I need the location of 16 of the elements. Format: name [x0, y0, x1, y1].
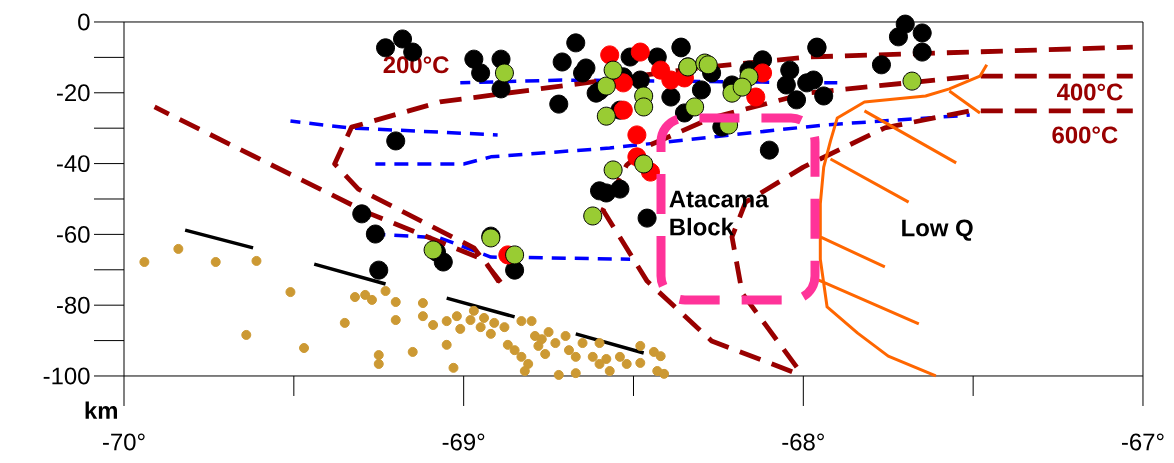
- y-tick-label: 0: [78, 13, 90, 31]
- y-tick-label: -20: [56, 84, 90, 102]
- x-tick-label: -68°: [782, 433, 824, 451]
- y-tick-label: -60: [56, 225, 90, 243]
- annotation: 600°C: [1052, 126, 1118, 144]
- y-tick-label: -80: [56, 296, 90, 314]
- annotation: 400°C: [1056, 83, 1123, 101]
- x-tick-label: -67°: [1121, 433, 1164, 451]
- y-axis-title: km: [85, 401, 118, 419]
- x-tick-label: -70°: [103, 433, 145, 451]
- y-tick-label: -100: [43, 367, 90, 385]
- x-tick-label: -69°: [442, 433, 485, 451]
- y-tick-label: -40: [56, 155, 90, 173]
- annotation: Low Q: [902, 219, 973, 241]
- annotation: Atacama Block: [669, 190, 769, 236]
- annotation: 200°C: [383, 56, 449, 74]
